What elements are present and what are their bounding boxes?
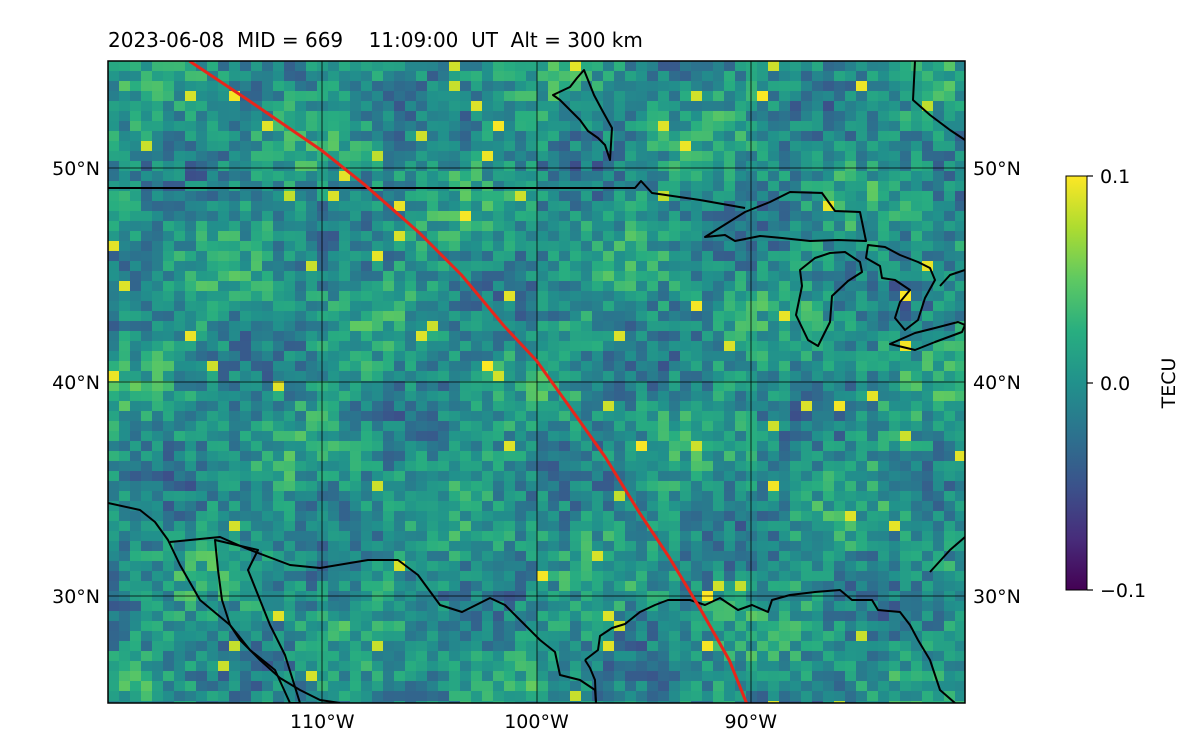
colorbar-gradient [1065,175,1088,591]
colorbar-tick-label: 0.0 [1100,373,1130,395]
gulf-coast [584,589,956,703]
lon-tick-label: 110°W [290,711,355,733]
lon-tick-label: 90°W [725,711,778,733]
lat-ticks-left: 50°N 40°N 30°N [52,158,100,608]
lat-tick-label-right: 40°N [973,372,1021,394]
plot-title: 2023-06-08 MID = 669 11:09:00 UT Alt = 3… [108,28,643,52]
gridlines [108,61,965,703]
lat-tick-label-left: 50°N [52,158,100,180]
satellite-track-line [188,61,748,703]
us-mexico-border [169,536,597,703]
texas-coast [584,659,597,703]
us-canada-border [108,180,746,209]
lon-tick-label: 100°W [504,711,569,733]
colorbar-tick-label: 0.1 [1100,166,1130,188]
lat-tick-label-left: 40°N [52,372,100,394]
colorbar-label: TECU [1158,358,1180,410]
lon-ticks-bottom: 110°W 100°W 90°W [290,711,777,733]
coastlines [108,61,965,703]
lake-huron [865,244,936,331]
lake-superior [704,191,867,242]
lake-winnipeg [552,69,613,161]
lake-michigan [795,251,863,347]
lat-tick-label-right: 50°N [973,158,1021,180]
florida-coast [929,536,965,573]
hudson-bay-coast [912,61,965,141]
lat-ticks-right: 50°N 40°N 30°N [973,158,1021,608]
colorbar-tick-label: −0.1 [1100,580,1146,602]
lat-tick-label-right: 30°N [973,586,1021,608]
colorbar-ticks: 0.1 0.0 −0.1 [1087,166,1146,602]
lat-tick-label-left: 30°N [52,586,100,608]
lake-erie [889,321,965,351]
lake-ontario [939,269,965,287]
map-frame [107,60,966,704]
colorbar: 0.1 0.0 −0.1 TECU [1065,166,1180,602]
baja-peninsula [214,539,301,703]
